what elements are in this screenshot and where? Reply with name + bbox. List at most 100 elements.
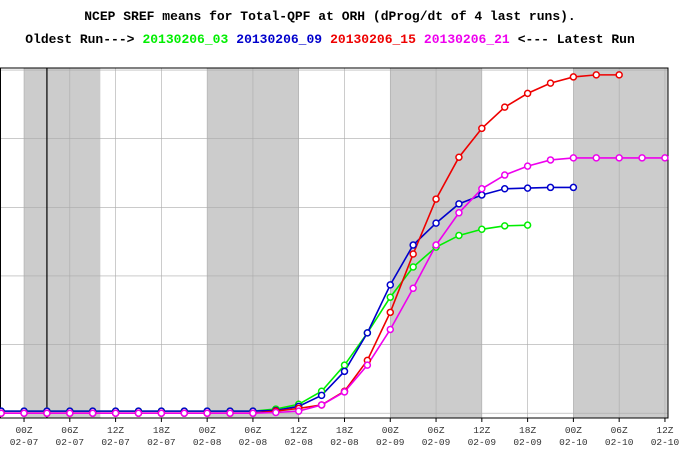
data-point [88,409,97,417]
data-point [569,154,578,162]
legend-entry: 20130206_15 [330,32,416,47]
data-point [409,250,417,258]
data-point [363,361,372,369]
data-point [523,221,532,229]
data-point [615,71,623,79]
data-point [500,185,509,193]
data-point [66,409,74,417]
x-tick-label: 02-08 [284,437,313,448]
data-point [317,391,326,400]
x-tick-label: 02-10 [651,437,680,448]
data-point [569,73,578,81]
data-point [409,263,417,271]
shaded-period [24,68,101,418]
data-point [455,200,463,208]
data-point [203,409,211,417]
series-line [1,186,574,412]
data-point [455,231,463,240]
data-point [386,308,395,317]
shaded-period [573,68,668,418]
data-point [478,185,486,193]
legend-suffix: <--- Latest Run [518,32,635,47]
legend-entry: 20130206_21 [424,32,510,47]
series-line [1,157,665,414]
data-point [523,162,532,170]
data-point [226,409,234,417]
data-point [638,154,646,162]
data-point [546,156,555,164]
data-point [478,191,486,199]
x-tick-label: 02-08 [193,437,222,448]
data-point [0,409,5,417]
data-point [340,367,349,376]
x-tick-label: 06Z [244,425,261,436]
data-point [455,153,463,161]
data-point [340,361,349,369]
data-point [111,409,120,417]
x-tick-label: 02-09 [376,437,405,448]
data-point [409,284,417,293]
x-tick-label: 02-07 [56,437,85,448]
x-tick-label: 12Z [290,425,307,436]
data-point [500,103,509,111]
data-point [43,409,51,417]
x-tick-label: 02-09 [422,437,451,448]
x-tick-label: 18Z [519,425,536,436]
x-tick-label: 12Z [656,425,673,436]
data-point [180,409,189,417]
data-point [615,154,623,162]
legend: Oldest Run---> 20130206_03 20130206_09 2013… [25,32,635,47]
data-point [478,124,486,133]
data-point [386,325,395,334]
data-point [661,154,669,162]
data-point [294,407,303,415]
data-point [134,409,143,417]
x-tick-label: 02-08 [239,437,268,448]
x-tick-label: 18Z [153,425,170,436]
data-point [432,219,440,227]
x-tick-label: 00Z [199,425,216,436]
x-tick-label: 12Z [107,425,124,436]
data-point [432,241,440,249]
data-point [272,408,280,417]
legend-prefix: Oldest Run---> [25,32,134,47]
data-point [363,329,372,337]
x-tick-label: 06Z [61,425,78,436]
data-point [523,184,532,192]
data-point [386,281,395,289]
x-tick-label: 02-10 [559,437,588,448]
data-point [569,183,578,192]
legend-entry: 20130206_09 [236,32,322,47]
plot-border [0,67,669,419]
data-point [500,222,509,230]
x-tick-label: 02-08 [330,437,359,448]
x-tick-label: 02-09 [513,437,542,448]
data-point [386,293,395,301]
x-tick-label: 06Z [427,425,444,436]
x-tick-label: 02-09 [468,437,497,448]
data-point [523,89,532,98]
x-tick-label: 00Z [565,425,582,436]
data-point [20,409,28,417]
x-tick-label: 18Z [336,425,353,436]
legend-entry: 20130206_03 [142,32,228,47]
x-tick-label: 00Z [15,425,32,436]
data-point [409,241,417,249]
x-tick-label: 00Z [382,425,399,436]
x-tick-label: 06Z [611,425,628,436]
data-point [592,71,601,79]
data-point [317,401,326,409]
data-point [546,183,555,192]
x-tick-label: 02-07 [147,437,176,448]
chart-title: NCEP SREF means for Total-QPF at ORH (dP… [84,9,575,24]
data-point [478,225,486,234]
data-point [249,409,257,417]
data-point [592,154,601,162]
data-point [340,388,349,396]
x-tick-label: 12Z [473,425,490,436]
data-point [500,171,509,179]
x-tick-label: 02-07 [101,437,130,448]
data-point [546,79,555,87]
data-point [455,209,463,217]
